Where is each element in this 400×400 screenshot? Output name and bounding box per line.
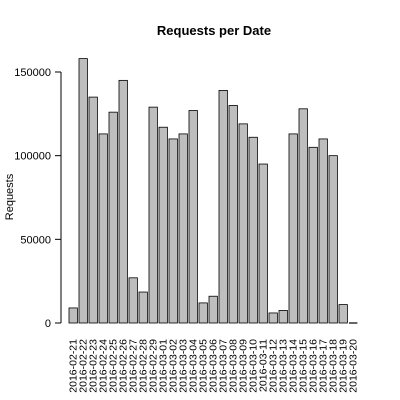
bar (78, 58, 88, 324)
x-tick-label: 2016-03-13 (278, 339, 290, 393)
bar (98, 133, 108, 324)
x-tick-label: 2016-03-14 (288, 339, 300, 393)
bar (208, 295, 218, 324)
bar (68, 307, 78, 324)
bar (148, 106, 158, 324)
bar (178, 133, 188, 324)
x-tick-label: 2016-03-11 (258, 339, 270, 392)
x-tick-label: 2016-03-02 (168, 339, 180, 393)
x-tick-label: 2016-03-06 (208, 339, 220, 393)
x-tick-label: 2016-03-20 (348, 339, 360, 393)
x-tick-label: 2016-02-24 (98, 339, 110, 393)
bar (188, 110, 198, 324)
y-axis: 0 50000 100000 150000 (14, 67, 62, 330)
bar (288, 133, 298, 324)
x-tick-label: 2016-03-10 (248, 339, 260, 393)
bar (228, 105, 238, 324)
bar (248, 136, 258, 324)
bar (318, 138, 328, 324)
bar (138, 291, 148, 324)
bar (168, 138, 178, 324)
bars-group (68, 58, 358, 324)
chart-title: Requests per Date (157, 23, 271, 38)
y-tick-label: 0 (45, 318, 51, 330)
y-tick-label: 100000 (14, 151, 51, 163)
bar (278, 310, 288, 324)
bar (338, 304, 348, 324)
bar (218, 90, 228, 324)
bar (198, 302, 208, 324)
x-tick-label: 2016-03-19 (338, 339, 350, 393)
x-tick-label: 2016-03-16 (308, 339, 320, 393)
bar (258, 163, 268, 324)
bar (108, 111, 118, 324)
x-tick-label: 2016-03-08 (228, 339, 240, 393)
bar (158, 126, 168, 324)
x-tick-label: 2016-02-25 (108, 339, 120, 393)
x-tick-label: 2016-03-12 (268, 339, 280, 393)
x-tick-label: 2016-03-04 (188, 339, 200, 393)
x-tick-label: 2016-02-29 (148, 339, 160, 393)
x-tick-label: 2016-03-17 (318, 339, 330, 393)
bar (238, 123, 248, 324)
bar (298, 108, 308, 324)
y-tick-label: 150000 (14, 67, 51, 79)
bar (118, 79, 128, 324)
x-tick-label: 2016-03-09 (238, 339, 250, 393)
x-tick-label: 2016-03-07 (218, 339, 230, 393)
x-tick-label: 2016-03-01 (158, 339, 170, 393)
bar (308, 146, 318, 324)
bar (128, 277, 138, 324)
bar (268, 312, 278, 324)
x-tick-label: 2016-02-27 (128, 339, 140, 393)
x-tick-label: 2016-02-22 (78, 339, 90, 393)
x-tick-label: 2016-02-23 (88, 339, 100, 393)
x-tick-label: 2016-02-26 (118, 339, 130, 393)
x-tick-labels: 2016-02-212016-02-222016-02-232016-02-24… (68, 339, 360, 393)
x-tick-label: 2016-02-28 (138, 339, 150, 393)
y-axis-label: Requests (4, 173, 16, 220)
x-tick-label: 2016-03-18 (328, 339, 340, 393)
y-tick-label: 50000 (20, 234, 51, 246)
bar (88, 96, 98, 324)
x-tick-label: 2016-03-05 (198, 339, 210, 393)
x-tick-label: 2016-03-03 (178, 339, 190, 393)
bar (328, 155, 338, 324)
x-tick-label: 2016-02-21 (68, 339, 80, 393)
x-tick-label: 2016-03-15 (298, 339, 310, 393)
